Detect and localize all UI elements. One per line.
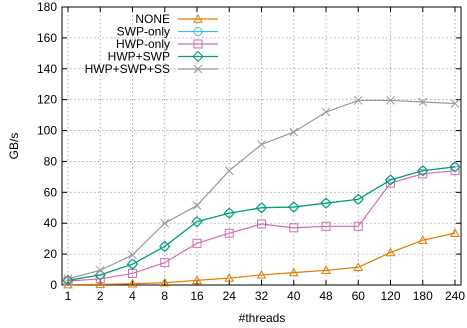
x-tick-label: 180 [413, 289, 433, 303]
data-point [385, 247, 396, 257]
x-tick-label: 120 [380, 289, 400, 303]
y-ticks: 0 20 40 60 80 100 120 140 160 180 [37, 0, 461, 292]
data-point [289, 127, 299, 137]
data-point [417, 235, 428, 244]
series-line [67, 170, 456, 282]
y-tick-label: 80 [44, 154, 58, 168]
legend-marker [193, 39, 203, 49]
data-point [449, 161, 461, 173]
data-point [127, 278, 138, 288]
data-point [321, 265, 331, 275]
series-hwp-swp [62, 161, 461, 287]
data-point [255, 202, 268, 214]
y-tick-label: 40 [44, 216, 58, 230]
data-point [418, 169, 428, 179]
legend-label: HWP+SWP+SS [85, 62, 170, 76]
data-point [191, 215, 203, 228]
x-tick-label: 40 [287, 289, 301, 303]
data-point [95, 265, 105, 275]
data-point [128, 250, 137, 260]
data-point [288, 267, 299, 277]
data-point [450, 228, 460, 237]
data-point [126, 258, 139, 270]
x-tick-label: 1 [65, 289, 72, 303]
data-point [352, 193, 364, 205]
y-tick-label: 0 [50, 278, 57, 292]
legend-marker [193, 27, 203, 36]
data-point [224, 166, 234, 176]
data-point [62, 274, 74, 287]
x-tick-label: 32 [255, 289, 269, 303]
data-point [289, 223, 299, 233]
data-point [224, 273, 235, 282]
data-point [95, 279, 106, 289]
series-line [67, 166, 456, 281]
data-point [353, 221, 363, 231]
data-point [63, 274, 73, 284]
y-tick-label: 140 [37, 62, 57, 76]
data-point [160, 258, 170, 268]
x-tick-label: 60 [352, 289, 366, 303]
data-point [288, 201, 300, 213]
data-point [159, 240, 171, 253]
grid [62, 7, 461, 285]
x-tick-label: 24 [223, 289, 237, 303]
x-tick-label: 8 [161, 289, 168, 303]
data-point [256, 269, 267, 279]
data-point [450, 166, 460, 176]
legend-marker [192, 50, 204, 63]
data-point [160, 241, 170, 251]
x-ticks: 1 2 4 8 16 24 32 40 48 60 120 180 240 [65, 7, 465, 303]
data-point [257, 219, 266, 229]
series-hwp-swp-ss [63, 96, 460, 284]
y-tick-label: 20 [44, 247, 58, 261]
data-point [224, 228, 234, 238]
data-point [128, 259, 137, 269]
legend-marker [193, 64, 203, 74]
legend-label: HWP-only [116, 37, 170, 51]
data-point [320, 197, 332, 209]
x-tick-label: 48 [319, 289, 333, 303]
data-point [321, 107, 331, 117]
data-point [321, 221, 331, 231]
data-point [353, 262, 364, 271]
y-tick-label: 100 [37, 124, 57, 138]
legend-label: HWP+SWP [108, 50, 170, 64]
data-point [384, 174, 397, 186]
legend-label: SWP-only [117, 25, 170, 39]
data-point [417, 165, 429, 177]
y-tick-label: 180 [37, 0, 57, 14]
data-point [418, 97, 428, 107]
data-point [386, 96, 395, 105]
y-tick-label: 120 [37, 93, 57, 107]
data-point [192, 275, 202, 285]
data-point [192, 201, 202, 210]
data-point [192, 238, 202, 248]
data-point [353, 96, 363, 105]
x-axis-label: #threads [239, 311, 286, 325]
legend-marker [193, 13, 203, 23]
y-tick-label: 60 [44, 185, 58, 199]
y-axis-label: GB/s [7, 133, 21, 160]
series-hwp-only [63, 166, 460, 286]
data-point [159, 277, 170, 287]
x-tick-label: 4 [129, 289, 136, 303]
data-point [192, 217, 202, 227]
data-point [257, 140, 266, 149]
x-tick-label: 240 [445, 289, 465, 303]
data-point [160, 218, 170, 228]
data-point [450, 99, 460, 108]
data-point [223, 207, 235, 219]
series-line [67, 232, 456, 286]
legend-label: NONE [135, 12, 170, 26]
data-point [224, 208, 234, 218]
x-tick-label: 16 [190, 289, 204, 303]
series-group [62, 96, 461, 289]
y-tick-label: 160 [37, 31, 57, 45]
x-tick-label: 2 [97, 289, 104, 303]
